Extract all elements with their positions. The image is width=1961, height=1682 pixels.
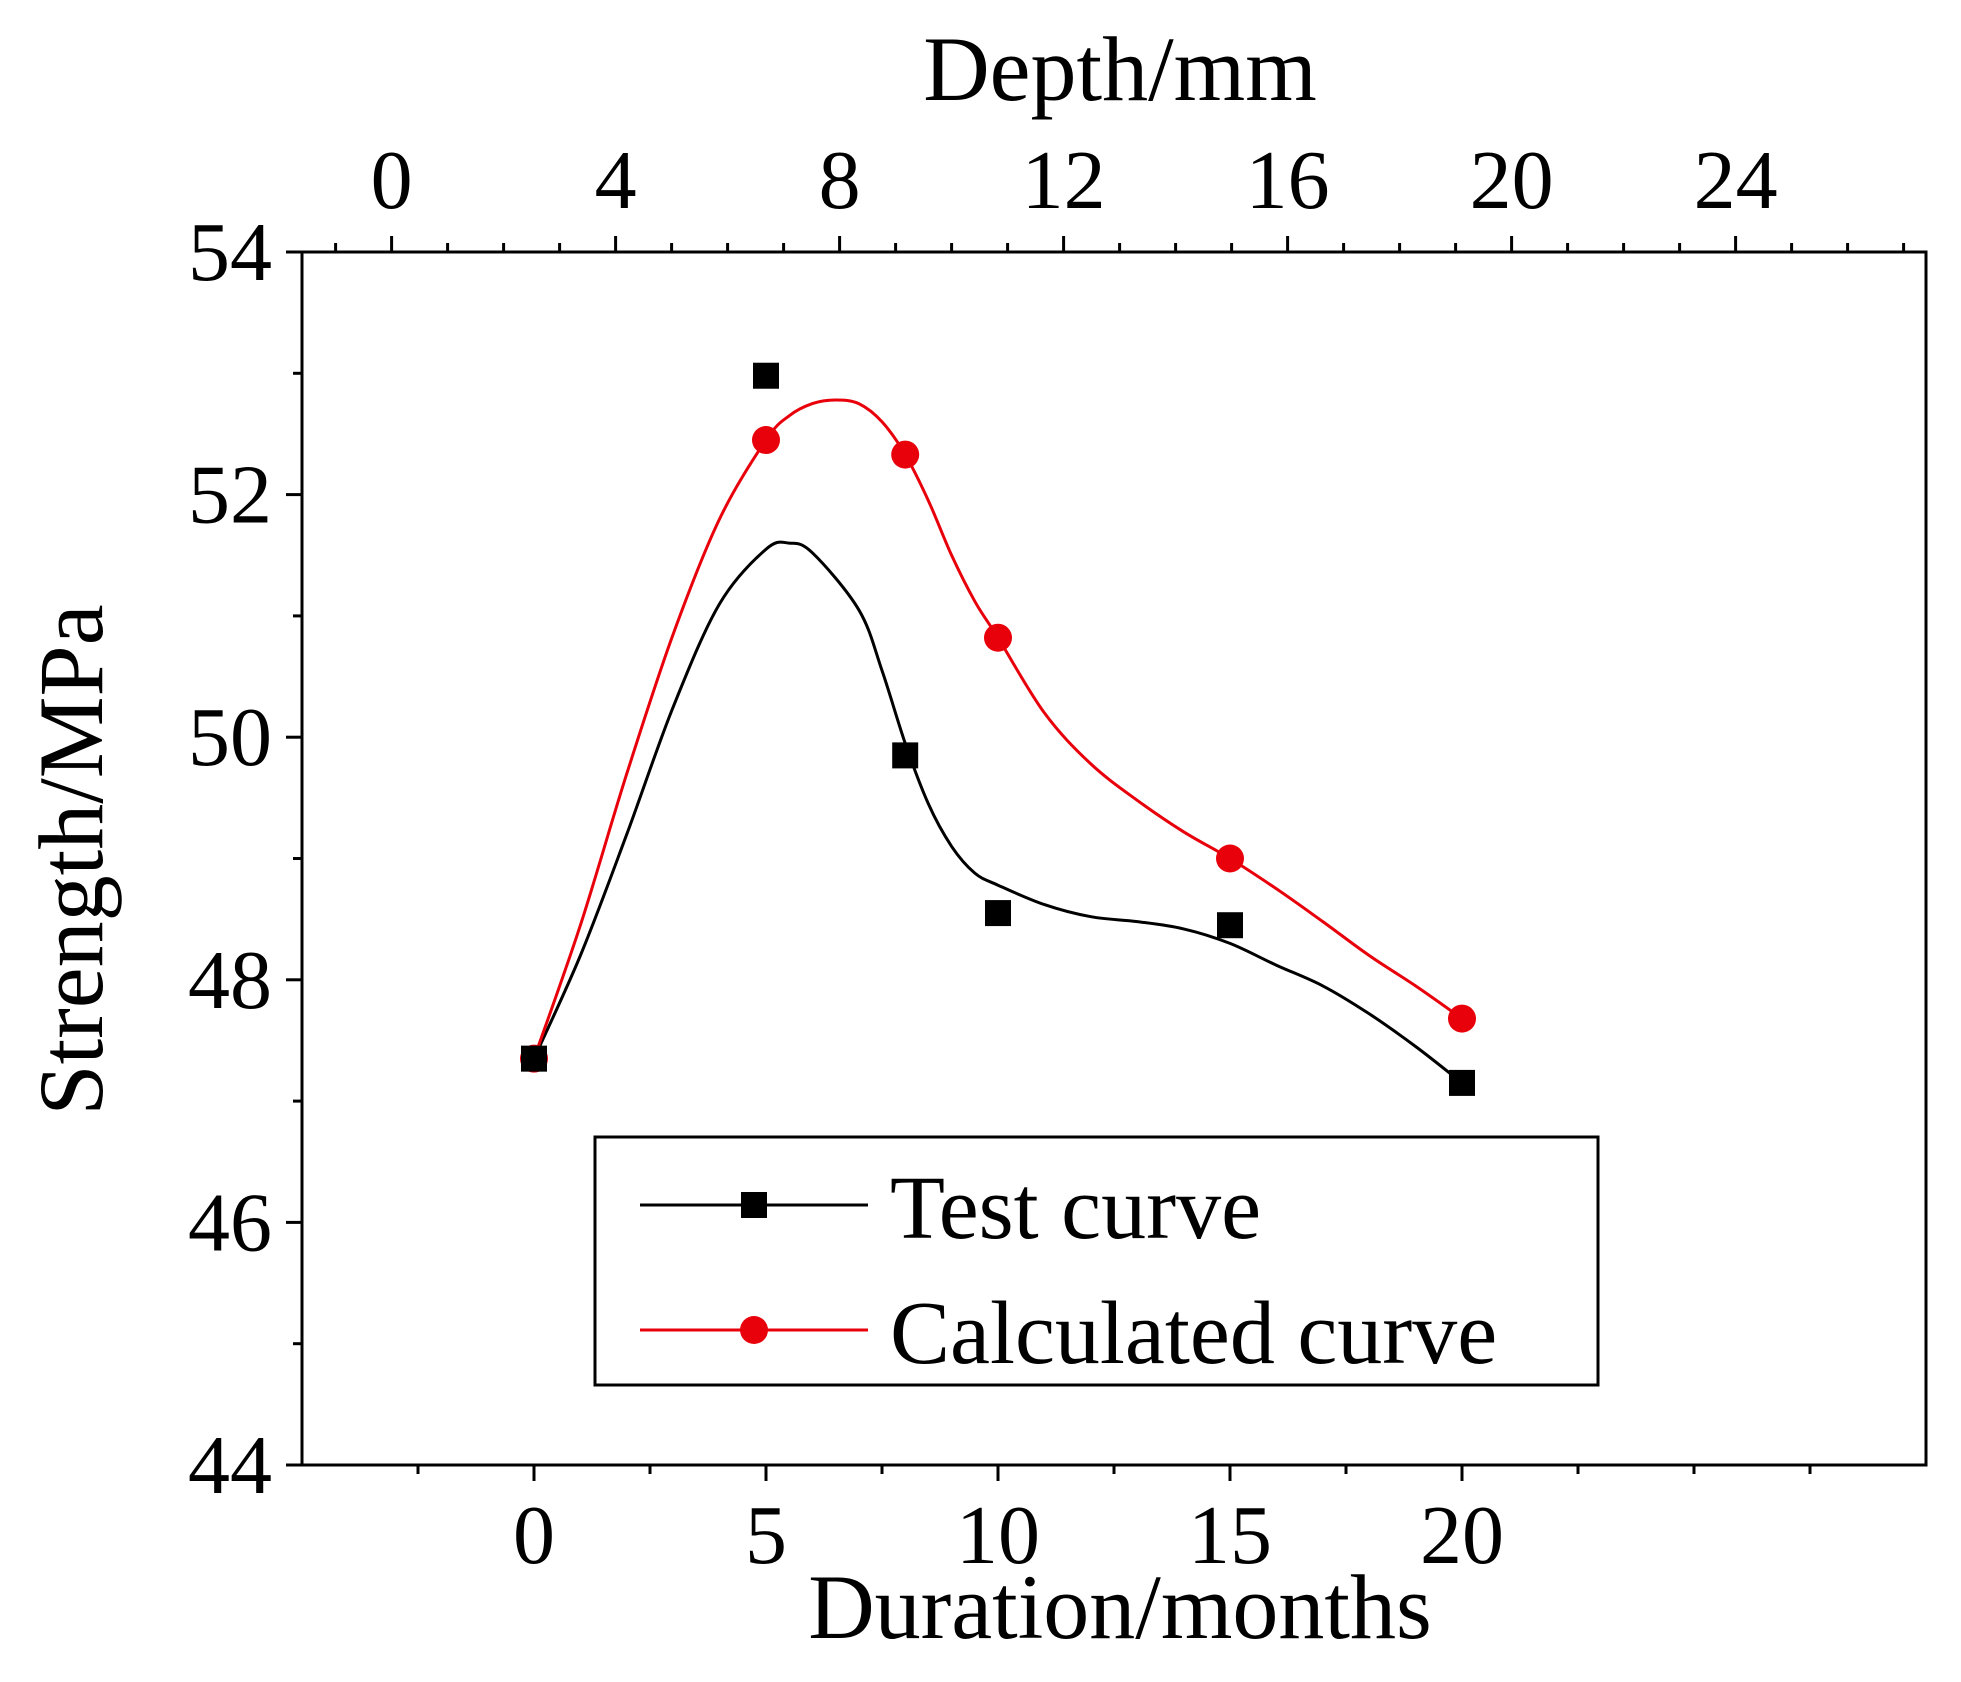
- x2-tick-label: 4: [595, 134, 637, 227]
- x-axis-title: Duration/months: [808, 1556, 1432, 1658]
- point-test: [1217, 912, 1243, 939]
- point-test: [892, 742, 919, 769]
- legend: Test curve Calculated curve: [593, 1135, 1600, 1387]
- x2-tick-label: 12: [1022, 134, 1106, 227]
- legend-marker-test: [741, 1192, 767, 1218]
- x2-tick-label: 24: [1694, 134, 1778, 227]
- point-test: [521, 1045, 547, 1072]
- y-axis-title: Strength/MPa: [20, 604, 122, 1115]
- point-test: [753, 362, 779, 389]
- curve-test: [532, 540, 1463, 1085]
- x2-axis-title: Depth/mm: [923, 18, 1317, 120]
- point-calculated: [1216, 844, 1244, 873]
- x-tick-label: 0: [513, 1489, 555, 1582]
- x-tick-label: 10: [956, 1489, 1040, 1582]
- legend-label-calculated: Calculated curve: [890, 1284, 1497, 1383]
- legend-marker-calculated: [740, 1316, 768, 1344]
- data-points: [520, 362, 1476, 1096]
- fit-curves: [532, 398, 1463, 1085]
- x2-tick-label: 0: [371, 134, 413, 227]
- point-test: [1449, 1069, 1475, 1096]
- point-calculated: [891, 440, 920, 469]
- point-test: [985, 900, 1011, 927]
- y-tick-label: 48: [188, 934, 272, 1027]
- x-tick-label: 15: [1188, 1489, 1272, 1582]
- x2-tick-label: 16: [1246, 134, 1330, 227]
- x2-tick-label: 8: [819, 134, 861, 227]
- y-tick-label: 46: [188, 1176, 272, 1269]
- point-calculated: [1448, 1004, 1476, 1033]
- legend-label-test: Test curve: [890, 1159, 1261, 1258]
- curve-calculated: [532, 398, 1463, 1060]
- x-tick-label: 5: [745, 1489, 787, 1582]
- legend-box: [593, 1135, 1600, 1387]
- x-tick-label: 20: [1420, 1489, 1504, 1582]
- y-tick-label: 54: [188, 206, 272, 299]
- y-tick-label: 44: [188, 1419, 272, 1512]
- point-calculated: [984, 623, 1012, 652]
- point-calculated: [752, 426, 780, 455]
- y-tick-label: 50: [188, 691, 272, 784]
- x2-tick-label: 20: [1470, 134, 1554, 227]
- y-tick-label: 52: [188, 449, 272, 542]
